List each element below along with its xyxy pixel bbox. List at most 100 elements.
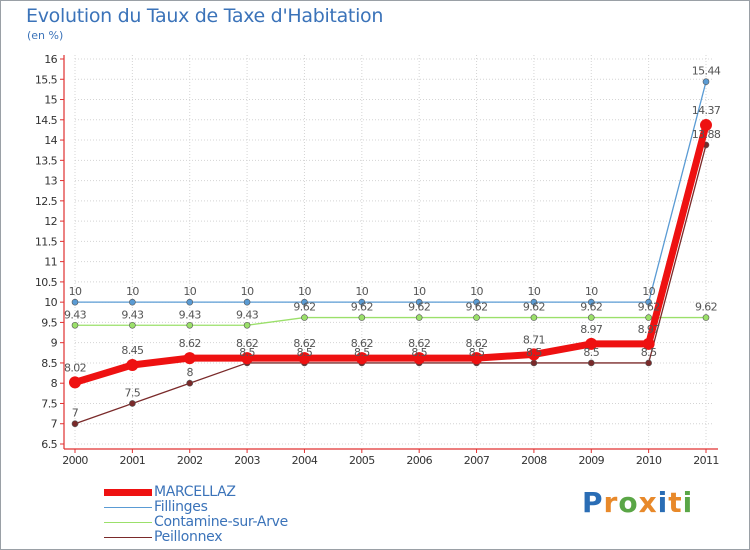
y-tick-label: 11.5 (35, 235, 58, 248)
y-tick-label: 8 (51, 377, 58, 390)
data-point (358, 314, 366, 321)
data-label: 10 (642, 285, 655, 298)
data-point (645, 359, 652, 367)
y-tick-label: 10.5 (35, 276, 58, 289)
x-tick-label: 2011 (693, 454, 719, 467)
data-label: 8.45 (121, 344, 144, 357)
data-point (243, 298, 251, 306)
data-label: 8.62 (293, 337, 315, 350)
legend-swatch (104, 507, 152, 508)
data-point (186, 321, 194, 329)
legend-label: Contamine-sur-Arve (154, 514, 288, 530)
data-label: 8.97 (580, 323, 603, 336)
series-line-fillinges (74, 81, 707, 303)
data-label: 10 (413, 285, 426, 298)
data-label: 13.88 (692, 128, 721, 141)
series-line-contamine-sur-arve (74, 316, 707, 326)
data-label: 9.62 (638, 301, 660, 314)
data-point (645, 314, 652, 321)
data-label: 8.02 (64, 361, 86, 374)
data-point (527, 348, 540, 361)
data-point (585, 337, 598, 350)
data-point (129, 321, 136, 329)
data-point (71, 298, 79, 306)
data-label: 8.5 (354, 346, 370, 359)
legend-label: MARCELLAZ (154, 484, 236, 500)
data-label: 10 (355, 285, 368, 298)
x-tick-label: 2000 (62, 454, 88, 467)
data-label: 8 (187, 366, 194, 379)
data-point (587, 314, 595, 321)
data-label: 10 (241, 285, 254, 298)
y-tick-label: 12 (44, 215, 57, 228)
data-point (700, 119, 712, 132)
data-point (129, 400, 136, 407)
data-point (587, 298, 595, 306)
data-point (129, 298, 136, 306)
y-tick-label: 7.5 (41, 397, 57, 410)
data-label: 8.62 (408, 337, 430, 350)
data-point (642, 337, 655, 350)
logo-letter: i (682, 486, 694, 519)
x-tick-label: 2006 (406, 454, 432, 467)
y-tick-label: 11 (44, 256, 57, 269)
x-tick-label: 2009 (578, 454, 604, 467)
data-point (183, 352, 196, 365)
data-label: 10 (470, 285, 483, 298)
data-label: 8.5 (469, 346, 485, 359)
data-label: 9.62 (293, 301, 315, 314)
data-label: 8.62 (236, 337, 258, 350)
data-label: 10 (528, 285, 541, 298)
data-point (241, 352, 254, 365)
series-line-marcellaz (71, 121, 710, 386)
data-label: 8.97 (638, 323, 661, 336)
data-label: 9.62 (465, 301, 487, 314)
logo-letter: o (618, 486, 639, 519)
logo-letter: i (657, 486, 669, 519)
data-point (530, 359, 538, 367)
x-tick-label: 2004 (292, 454, 318, 467)
y-tick-label: 16 (44, 53, 57, 66)
x-tick-label: 2008 (521, 454, 547, 467)
data-label: 8.5 (239, 346, 255, 359)
series-line-peillonnex (74, 144, 707, 425)
data-label: 8.62 (465, 337, 487, 350)
logo-letter: t (668, 486, 683, 519)
data-labels: 8.02 8.45 8.62 8.62 8.62 8.62 8.62 8.62 8.71 8.97… (64, 65, 721, 420)
y-tick-label: 13.5 (35, 154, 58, 167)
data-point (530, 298, 538, 306)
data-point (702, 314, 710, 321)
data-label: 10 (126, 285, 139, 298)
data-point (298, 352, 311, 365)
data-point (413, 352, 426, 365)
data-label: 8.5 (641, 346, 657, 359)
data-label: 9.62 (523, 301, 545, 314)
data-point (126, 358, 139, 371)
data-point (355, 352, 368, 365)
data-point (69, 376, 81, 389)
y-tick-label: 8.5 (41, 357, 57, 370)
data-label: 9.43 (236, 308, 259, 321)
legend-swatch (104, 522, 152, 523)
data-point (71, 420, 79, 428)
data-point (301, 314, 308, 321)
x-tick-label: 2010 (636, 454, 662, 467)
data-label: 8.5 (411, 346, 427, 359)
y-tick-label: 15.5 (35, 73, 58, 86)
series-lines (69, 78, 712, 428)
chart-title: Evolution du Taux de Taxe d'Habitation (26, 5, 384, 27)
data-point (243, 321, 251, 329)
data-label: 7 (72, 407, 79, 420)
data-label: 9.62 (408, 301, 430, 314)
data-label: 10 (585, 285, 598, 298)
data-point (358, 298, 366, 306)
proxiti-logo: Proxiti (582, 486, 693, 519)
axes: 6.5 7 7.5 8 8.5 9 9.5 10 10.5 11 11.5 12 12.5 13 13.5 1… (35, 53, 719, 467)
data-point (186, 298, 194, 306)
data-label: 9.62 (351, 301, 373, 314)
data-label: 9.43 (121, 308, 144, 321)
data-point (186, 379, 194, 387)
data-label: 8.5 (526, 346, 542, 359)
data-label: 8.5 (583, 346, 599, 359)
